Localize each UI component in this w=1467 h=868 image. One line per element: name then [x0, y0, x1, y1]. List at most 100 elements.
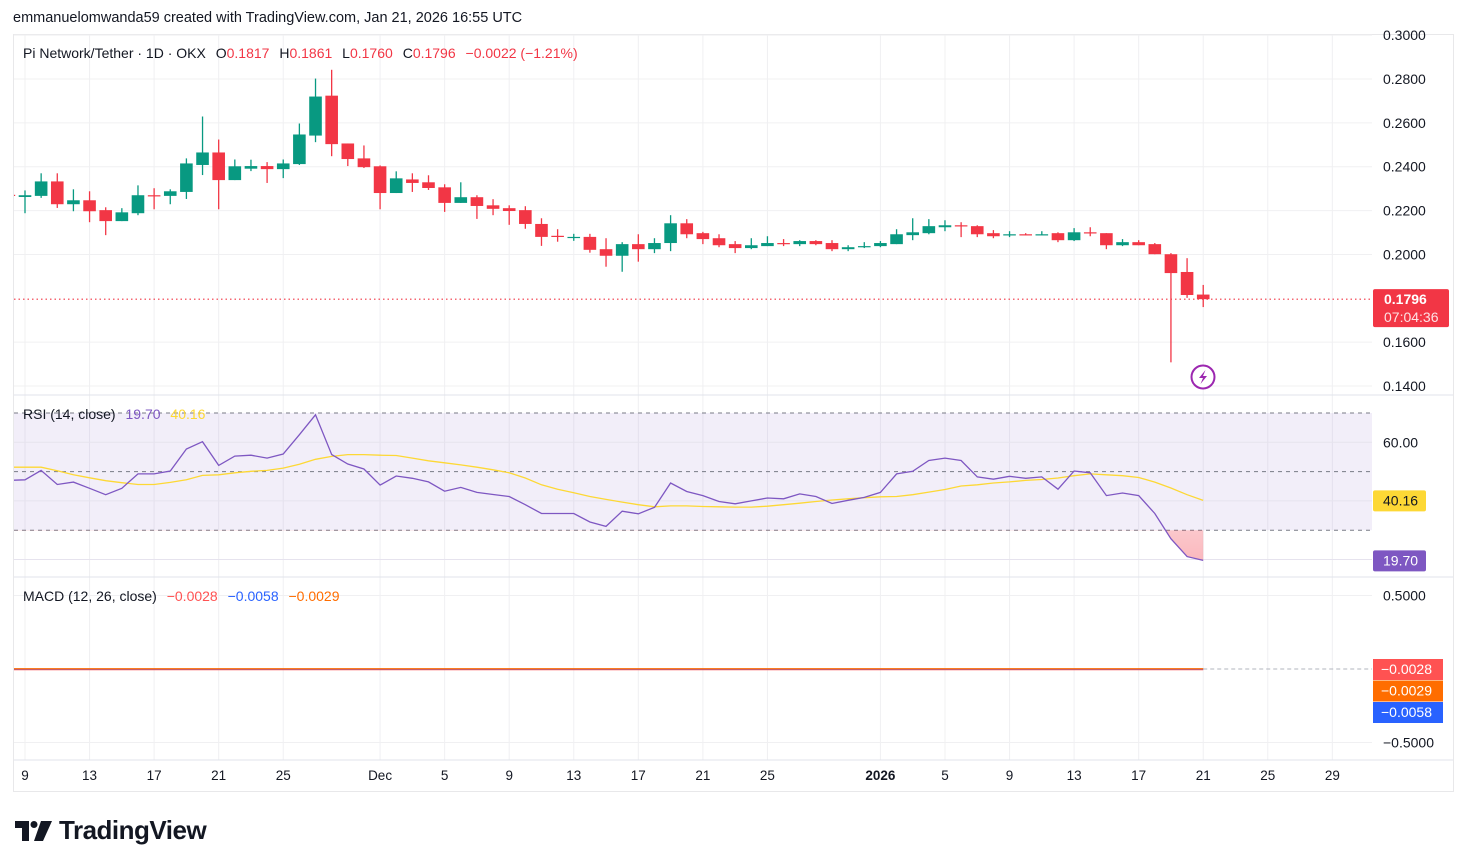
- time-axis-label: 25: [1260, 768, 1275, 783]
- time-axis-label: 21: [1196, 768, 1211, 783]
- time-axis-label: 13: [1067, 768, 1082, 783]
- price-axis-label: 0.2400: [1383, 159, 1426, 175]
- macd-pane: [14, 595, 1372, 743]
- open-label: O: [215, 45, 227, 61]
- candle-body: [1180, 271, 1194, 296]
- symbol-legend[interactable]: Pi Network/Tether · 1D · OKX O0.1817 H0.…: [23, 45, 584, 61]
- time-axis-label: 25: [760, 768, 775, 783]
- candle-down: [970, 225, 984, 238]
- candle-body: [131, 195, 145, 214]
- macd-hist-value: −0.0028: [166, 588, 218, 604]
- candle-up: [1116, 239, 1129, 247]
- candle-body: [373, 166, 387, 194]
- candle-up: [615, 242, 629, 272]
- candle-body: [648, 243, 661, 250]
- logo-text: TradingView: [59, 815, 207, 845]
- high-value: 0.1861: [289, 45, 333, 61]
- close-value: 0.1796: [412, 45, 456, 61]
- rsi-pane: [14, 412, 1372, 562]
- time-axis-label: 21: [211, 768, 226, 783]
- candle-body: [406, 179, 419, 183]
- tradingview-logo[interactable]: TradingView: [15, 815, 207, 846]
- candle-body: [1132, 242, 1145, 246]
- candle-down: [357, 145, 371, 169]
- candle-up: [793, 240, 807, 247]
- candle-up: [131, 185, 145, 216]
- candle-down: [680, 219, 694, 239]
- candle-body: [793, 241, 807, 245]
- candle-body: [857, 246, 871, 248]
- candle-up: [18, 190, 32, 214]
- price-axis-label: 0.2600: [1383, 115, 1426, 131]
- rsi-axis-label: 60.00: [1383, 434, 1418, 450]
- candle-body: [470, 197, 484, 206]
- candle-up: [276, 159, 290, 179]
- time-axis-label: 17: [1131, 768, 1146, 783]
- macd-value: −0.0058: [227, 588, 279, 604]
- rsi-badge: [1373, 550, 1426, 572]
- candle-down: [325, 69, 338, 157]
- candle-body: [1003, 234, 1016, 236]
- candle-body: [1019, 234, 1032, 236]
- macd-legend[interactable]: MACD (12, 26, close) −0.0028 −0.0058 −0.…: [23, 588, 346, 604]
- candle-up: [196, 116, 209, 176]
- candle-body: [615, 244, 629, 256]
- candle-body: [438, 187, 451, 203]
- candle-body: [1083, 232, 1097, 234]
- candle-down: [1132, 240, 1145, 246]
- candle-down: [1148, 243, 1162, 255]
- candle-body: [260, 166, 274, 170]
- price-axis-label: 0.2000: [1383, 246, 1426, 262]
- candle-body: [583, 236, 597, 250]
- candle-up: [163, 189, 177, 205]
- rsi-ma-line: [14, 453, 1204, 508]
- candle-down: [954, 222, 968, 238]
- candle-up: [841, 245, 855, 252]
- price-axis-label: 0.2200: [1383, 203, 1426, 219]
- candle-body: [1196, 294, 1210, 300]
- candle-down: [1100, 233, 1113, 250]
- price-axis-label: 0.1400: [1383, 378, 1426, 394]
- candle-body: [196, 152, 209, 165]
- countdown-text: 07:04:36: [1384, 309, 1439, 325]
- candle-body: [535, 223, 548, 237]
- candle-up: [664, 215, 677, 252]
- candle-body: [1148, 244, 1162, 255]
- candle-down: [809, 240, 823, 246]
- candle-up: [922, 219, 936, 235]
- price-axis-label: 0.1600: [1383, 334, 1426, 350]
- candle-up: [906, 218, 919, 241]
- candle-body: [712, 238, 726, 246]
- low-value: 0.1760: [349, 45, 393, 61]
- candle-down: [422, 175, 435, 190]
- candle-up: [1035, 231, 1049, 236]
- candle-down: [502, 205, 516, 225]
- candle-body: [454, 197, 468, 203]
- candle-body: [180, 163, 193, 192]
- candle-body: [14, 194, 16, 196]
- macd-title: MACD (12, 26, close): [23, 588, 157, 604]
- candle-down: [212, 139, 225, 210]
- candle-up: [115, 208, 129, 222]
- lightning-bolt-icon[interactable]: [1190, 364, 1216, 390]
- candle-down: [406, 173, 419, 192]
- candle-down: [470, 195, 484, 219]
- candle-body: [825, 243, 839, 250]
- candle-down: [1196, 284, 1210, 308]
- candle-up: [874, 241, 887, 248]
- candle-down: [260, 162, 274, 183]
- macd-axis-label: −0.5000: [1383, 735, 1434, 751]
- time-axis-label: 17: [631, 768, 646, 783]
- axes: 9 13 17 21 25 Dec 5 9 13 17 21 25 2026 5 9 13 17 21 25 29 0.…: [14, 27, 1434, 783]
- candle-up: [228, 159, 242, 181]
- candle-body: [906, 232, 919, 236]
- last-price-text: 0.1796: [1384, 291, 1427, 307]
- candle-body: [841, 247, 855, 250]
- open-value: 0.1817: [226, 45, 270, 61]
- candle-body: [83, 200, 96, 212]
- rsi-legend[interactable]: RSI (14, close) 19.70 40.16: [23, 406, 211, 422]
- time-axis-label: 13: [82, 768, 97, 783]
- candle-body: [486, 205, 500, 209]
- candle-down: [728, 241, 742, 254]
